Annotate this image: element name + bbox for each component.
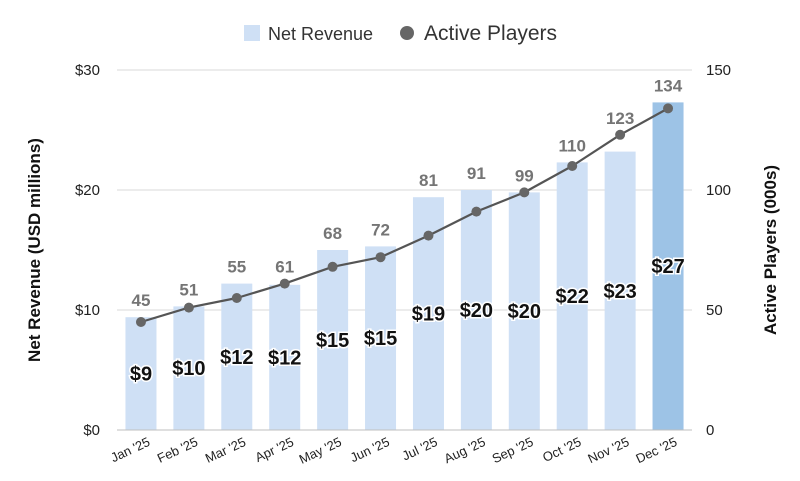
left-axis-title: Net Revenue (USD millions) [25, 138, 44, 362]
revenue-bar [604, 151, 636, 430]
revenue-data-label: $22 [556, 286, 589, 308]
revenue-data-label: $10 [172, 358, 205, 380]
active-players-point [519, 187, 530, 198]
revenue-bar [508, 192, 540, 430]
x-axis-tick-label: May '25 [297, 434, 344, 467]
active-players-point [567, 161, 578, 171]
active-players-point [471, 206, 482, 217]
x-axis-tick-label: Sep '25 [490, 434, 536, 466]
revenue-data-label: $12 [220, 347, 253, 369]
active-players-point [615, 129, 626, 140]
players-data-label: 91 [467, 164, 486, 183]
x-axis-tick-label: Mar '25 [203, 434, 248, 466]
revenue-data-label: $19 [412, 304, 445, 326]
players-data-label: 134 [654, 76, 683, 95]
revenue-bar [556, 162, 588, 430]
active-players-point [279, 278, 290, 289]
revenue-data-label: $15 [316, 330, 349, 352]
players-data-label: 51 [179, 280, 198, 299]
revenue-data-label: $20 [508, 301, 541, 323]
revenue-bar [125, 317, 157, 430]
revenue-bar [317, 250, 349, 430]
x-axis-tick-label: Jun '25 [348, 434, 392, 465]
left-axis-tick-label: $20 [75, 182, 100, 199]
left-axis-tick-label: $10 [75, 302, 100, 319]
active-players-point [375, 252, 386, 263]
players-data-label: 110 [558, 136, 585, 155]
active-players-point [423, 230, 434, 241]
right-axis-tick-label: 150 [706, 62, 731, 79]
players-data-label: 72 [371, 220, 390, 239]
players-data-label: 68 [323, 224, 342, 243]
x-axis-tick-label: Oct '25 [540, 434, 583, 465]
revenue-data-label: $12 [268, 347, 301, 369]
players-data-label: 99 [515, 166, 534, 185]
left-axis-tick-label: $0 [83, 422, 100, 439]
legend-swatch-revenue [244, 25, 260, 41]
x-axis-tick-label: Nov '25 [585, 434, 631, 466]
revenue-bar [460, 190, 492, 430]
active-players-line [140, 107, 669, 324]
right-axis-title: Active Players (000s) [761, 165, 780, 335]
revenue-data-label: $20 [460, 300, 493, 322]
revenue-bar [269, 284, 301, 430]
active-players-point [231, 293, 242, 303]
revenue-bar [173, 306, 205, 430]
revenue-bar [652, 102, 684, 431]
legend-label-players: Active Players [424, 22, 557, 45]
revenue-bar [365, 246, 397, 430]
players-data-label: 123 [606, 109, 634, 128]
revenue-data-label: $27 [651, 256, 684, 278]
x-axis-tick-label: Jul '25 [400, 434, 440, 463]
active-players-point [327, 261, 338, 272]
x-axis-tick-label: Jan '25 [108, 434, 152, 465]
active-players-point [183, 302, 194, 313]
x-axis-tick-label: Feb '25 [155, 434, 200, 466]
players-data-label: 45 [131, 291, 150, 310]
active-players-point [663, 103, 674, 114]
x-axis-tick-label: Dec '25 [633, 434, 679, 466]
revenue-data-label: $9 [130, 364, 152, 386]
legend-label-revenue: Net Revenue [268, 24, 373, 44]
revenue-data-label: $15 [364, 328, 397, 350]
revenue-data-label: $23 [603, 281, 636, 303]
players-data-label: 55 [227, 258, 246, 277]
players-data-label: 81 [419, 171, 438, 190]
x-axis-tick-label: Apr '25 [253, 434, 296, 465]
right-axis-tick-label: 50 [706, 302, 723, 319]
right-axis-tick-label: 0 [706, 422, 714, 439]
x-axis-tick-label: Aug '25 [442, 434, 488, 466]
active-players-point [135, 317, 146, 327]
revenue-bar [221, 283, 253, 430]
players-data-label: 61 [275, 258, 294, 277]
left-axis-tick-label: $30 [75, 62, 100, 79]
right-axis-tick-label: 100 [706, 182, 731, 199]
legend-marker-players [400, 26, 414, 40]
